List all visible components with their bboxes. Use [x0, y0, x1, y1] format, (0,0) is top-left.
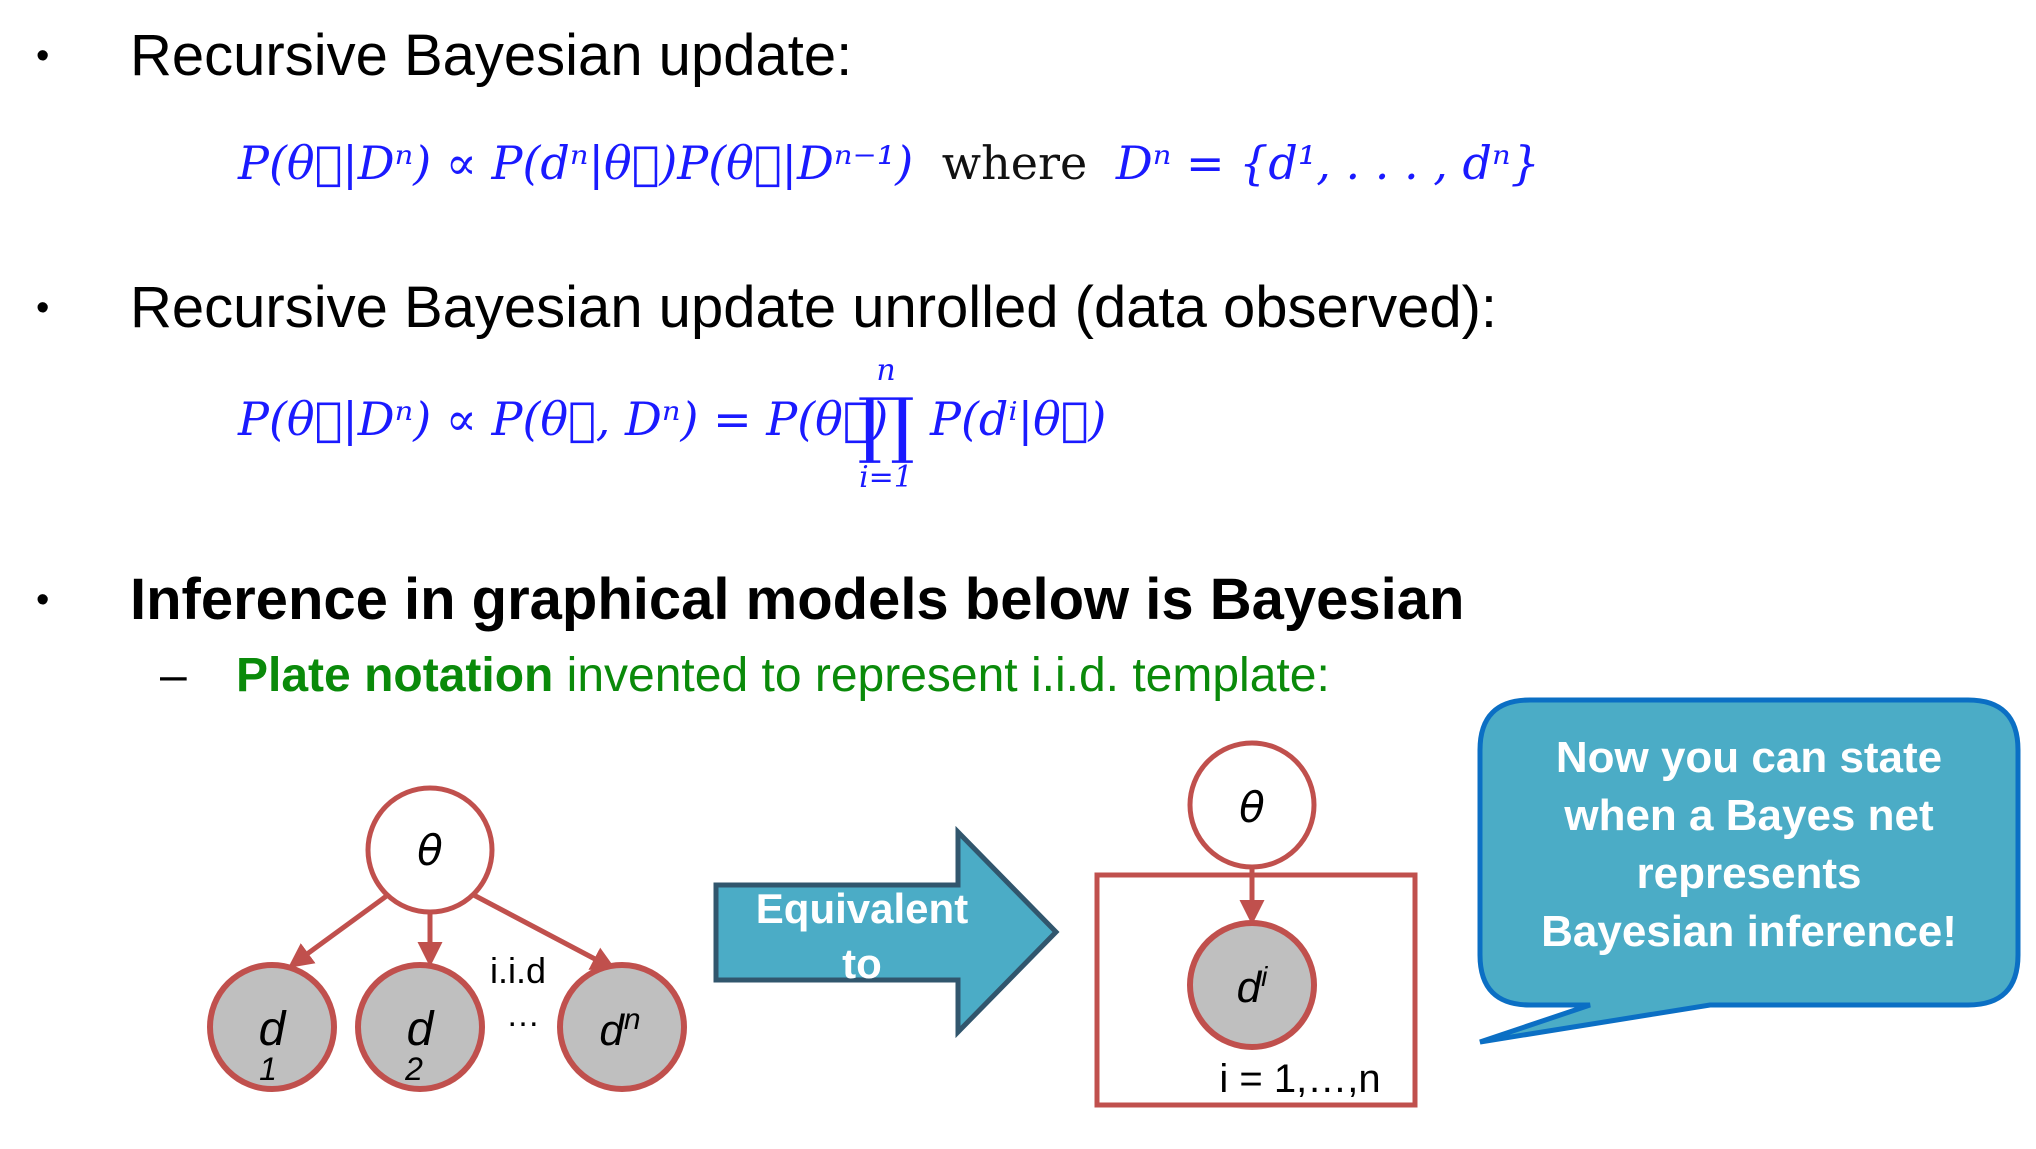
bullet-marker: • — [36, 579, 50, 621]
d1-node — [207, 962, 337, 1092]
callout-line2: when a Bayes net — [1563, 791, 1934, 840]
product-upper-limit: n — [876, 353, 896, 388]
theta-label: θ — [417, 826, 443, 875]
equation-unrolled-lhs: P(θ⃗|Dⁿ) ∝ P(θ⃗, Dⁿ) = P(θ⃗) — [238, 392, 889, 446]
bullet-inference: Inference in graphical models below is B… — [130, 567, 1465, 632]
bullet-recursive-unrolled: Recursive Bayesian update unrolled (data… — [130, 275, 1498, 340]
plate-theta-node — [1187, 740, 1317, 870]
dn-label: dn — [599, 1003, 640, 1055]
iid-label: i.i.d — [490, 950, 546, 991]
equation-unrolled-rhs: P(dⁱ|θ⃗) — [930, 392, 1107, 446]
bullet-recursive-update: Recursive Bayesian update: — [130, 23, 853, 88]
plate-notation-label: Plate notation — [236, 649, 554, 702]
callout-line1: Now you can state — [1556, 733, 1942, 782]
equivalent-arrow — [713, 825, 1060, 1039]
dn-node — [557, 962, 687, 1092]
plate-range-label: i = 1,…,n — [1219, 1057, 1380, 1101]
plate-box — [1094, 872, 1418, 1108]
eq1-rhs: Dⁿ = {d¹, . . . , dⁿ} — [1115, 136, 1540, 190]
arrow-label-line1: Equivalent — [756, 885, 968, 932]
plate-theta-label: θ — [1239, 783, 1265, 832]
product-lower-limit: i=1 — [859, 460, 913, 495]
dn-superscript: n — [624, 1003, 641, 1036]
callout-bubble — [1477, 697, 2021, 1045]
d1-subscript: 1 — [259, 1051, 277, 1087]
d1-label: d — [259, 1003, 287, 1056]
plate-di-d: d — [1237, 963, 1263, 1012]
eq1-lhs: P(θ⃗|Dⁿ) ∝ P(dⁿ|θ⃗)P(θ⃗|Dⁿ⁻¹) — [238, 136, 914, 190]
theta-node — [365, 785, 495, 915]
eq1-where: where — [941, 136, 1088, 190]
product-symbol: ∏ — [857, 382, 915, 466]
bullet-marker: • — [36, 287, 50, 329]
ellipsis-label: … — [506, 996, 540, 1034]
callout-line3: represents — [1636, 849, 1861, 898]
plate-di-node — [1187, 920, 1317, 1050]
equation-recursive-update: P(θ⃗|Dⁿ) ∝ P(dⁿ|θ⃗)P(θ⃗|Dⁿ⁻¹) where Dⁿ =… — [238, 136, 1540, 190]
bullet-marker: • — [36, 35, 50, 77]
arrow-label-line2: to — [842, 940, 882, 987]
d2-label: d — [407, 1003, 435, 1056]
sub-bullet-plate-notation: Plate notation invented to represent i.i… — [236, 648, 1330, 703]
d2-subscript: 2 — [404, 1051, 423, 1087]
callout-line4: Bayesian inference! — [1541, 907, 1957, 956]
product-operator: n ∏ i=1 — [846, 354, 926, 496]
edge-theta-d1 — [287, 889, 394, 968]
plate-notation-rest: invented to represent i.i.d. template: — [553, 649, 1330, 702]
plate-di-label: di — [1237, 961, 1268, 1012]
sub-bullet-marker: – — [160, 649, 187, 702]
plate-di-superscript: i — [1261, 961, 1268, 992]
d2-node — [355, 962, 485, 1092]
dn-label-d: d — [599, 1006, 625, 1055]
edge-theta-dn — [466, 889, 617, 971]
